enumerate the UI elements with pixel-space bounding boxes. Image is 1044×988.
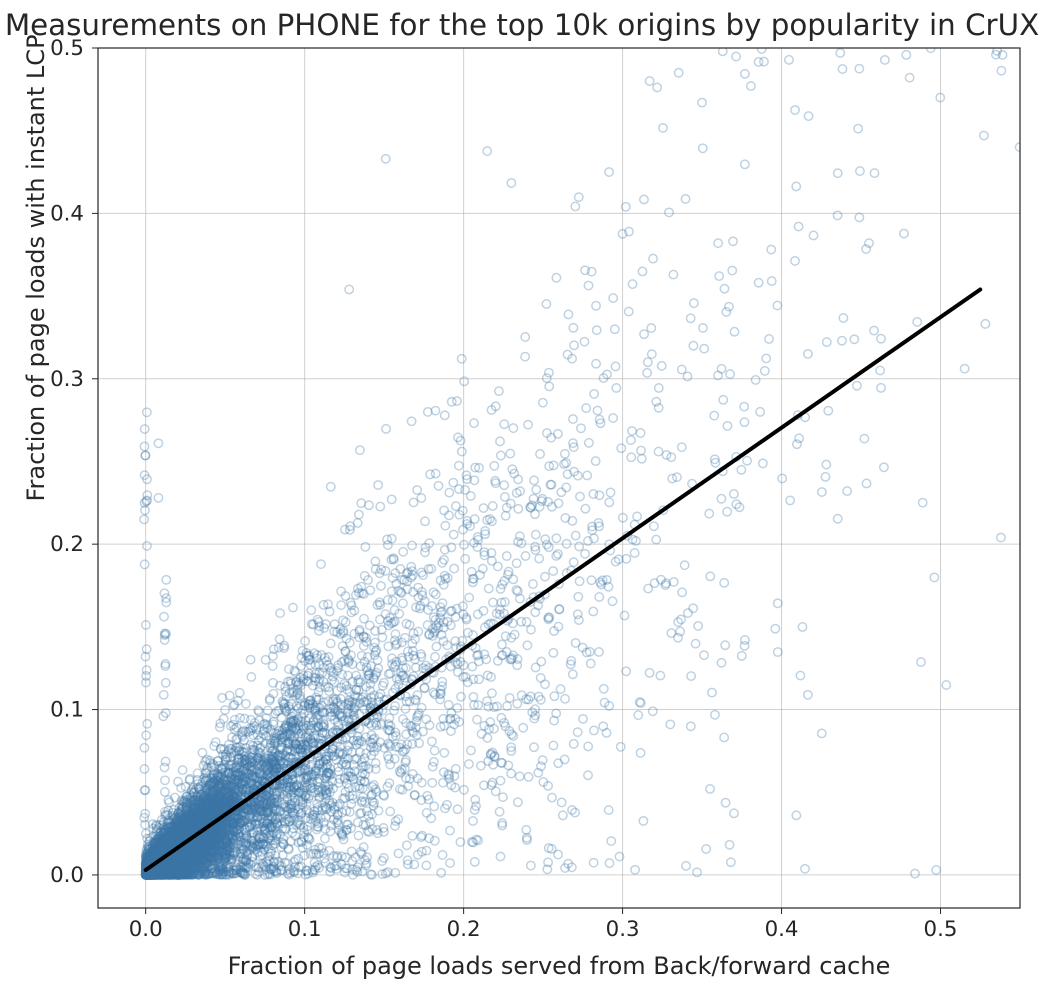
chart-title: Measurements on PHONE for the top 10k or… xyxy=(0,8,1044,42)
chart-container: Measurements on PHONE for the top 10k or… xyxy=(0,0,1044,988)
scatter-plot: 0.00.10.20.30.40.50.00.10.20.30.40.5 xyxy=(0,0,1044,988)
